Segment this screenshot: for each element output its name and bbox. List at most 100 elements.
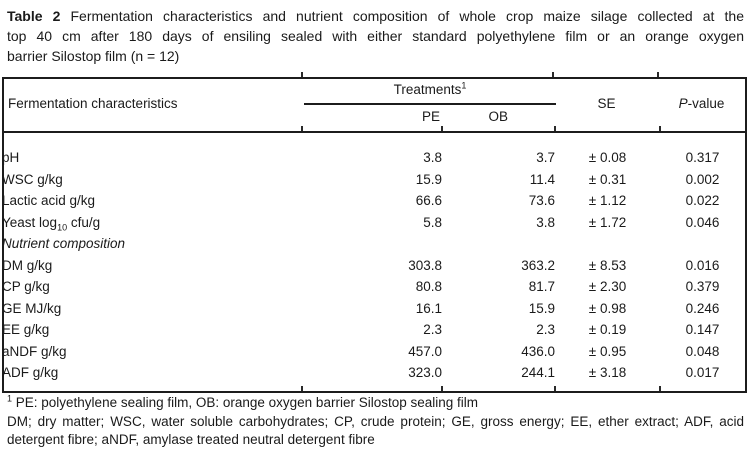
header-p-italic: P (678, 96, 688, 111)
column-tick (657, 72, 659, 77)
cell-pe: 16.1 (415, 300, 442, 316)
header-treatments-label: Treatments (393, 82, 462, 97)
row-label: ADF g/kg (2, 365, 59, 381)
cell-p: 0.017 (685, 365, 720, 381)
cell-p: 0.022 (685, 193, 720, 209)
section-label: Nutrient composition (2, 236, 126, 252)
cell-p: 0.046 (685, 214, 720, 230)
caption-line-1: Table 2 Fermentation characteristics and… (7, 6, 744, 26)
column-tick (659, 386, 661, 391)
row-label-text: Yeast log (2, 214, 58, 230)
cell-p: 0.379 (685, 279, 720, 295)
header-treatments-footnote-mark: 1 (461, 80, 467, 91)
table-row-wsc: WSC g/kg 15.9 11.4 ± 0.31 0.002 (2, 169, 745, 191)
table-footnotes: 1 PE: polyethylene sealing film, OB: ora… (7, 394, 744, 450)
cell-pe: 323.0 (408, 365, 442, 381)
header-fermentation-characteristics: Fermentation characteristics (8, 96, 178, 111)
column-tick (441, 126, 443, 131)
cell-se: ± 0.19 (588, 322, 627, 338)
row-label-suffix: cfu/g (67, 214, 101, 230)
cell-se: ± 0.08 (588, 150, 627, 166)
cell-ob: 2.3 (536, 322, 555, 338)
header-pe: PE (421, 109, 440, 124)
treatments-spanner-rule (304, 103, 556, 105)
row-label: pH (2, 150, 20, 166)
cell-pe: 2.3 (423, 322, 442, 338)
column-tick (301, 126, 303, 131)
cell-pe: 80.8 (415, 279, 442, 295)
caption-table-number: Table 2 (7, 8, 61, 24)
cell-ob: 3.7 (536, 150, 555, 166)
table-row-dm: DM g/kg 303.8 363.2 ± 8.53 0.016 (2, 255, 745, 277)
data-table: pH 3.8 3.7 ± 0.08 0.317 WSC g/kg 15.9 11… (2, 147, 745, 384)
table-row-andf: aNDF g/kg 457.0 436.0 ± 0.95 0.048 (2, 341, 745, 363)
cell-pe: 457.0 (408, 343, 442, 359)
footnote-2-line-2: detergent fibre; aNDF, amylase treated n… (7, 432, 375, 447)
table-caption: Table 2 Fermentation characteristics and… (7, 6, 744, 66)
cell-pe: 3.8 (423, 150, 442, 166)
row-label-subscript: 10 (57, 222, 68, 233)
row-label: aNDF g/kg (2, 343, 67, 359)
cell-p: 0.246 (685, 300, 720, 316)
cell-ob: 363.2 (521, 257, 555, 273)
cell-p: 0.002 (685, 171, 720, 187)
row-label: Yeast log10 cfu/g (2, 212, 302, 234)
row-label: Lactic acid g/kg (2, 193, 96, 209)
cell-pe: 5.8 (423, 214, 442, 230)
column-tick (659, 126, 661, 131)
cell-ob: 3.8 (536, 214, 555, 230)
column-tick (301, 386, 303, 391)
cell-ob: 81.7 (528, 279, 555, 295)
cell-se: ± 0.31 (588, 171, 627, 187)
cell-se: ± 1.12 (588, 193, 627, 209)
row-label: EE g/kg (2, 322, 50, 338)
cell-ob: 11.4 (529, 171, 555, 187)
footnote-1-text: PE: polyethylene sealing film, OB: orang… (12, 395, 479, 410)
cell-se: ± 0.98 (588, 300, 627, 316)
cell-ob: 73.6 (528, 193, 555, 209)
cell-se: ± 3.18 (588, 365, 627, 381)
column-tick (554, 386, 556, 391)
cell-p: 0.317 (685, 150, 720, 166)
table-row-ge: GE MJ/kg 16.1 15.9 ± 0.98 0.246 (2, 298, 745, 320)
table-header-rule (2, 131, 747, 133)
section-row-nutrient-composition: Nutrient composition (2, 233, 745, 255)
table-row-ee: EE g/kg 2.3 2.3 ± 0.19 0.147 (2, 319, 745, 341)
header-p-value: P-value (658, 96, 745, 111)
cell-ob: 244.1 (521, 365, 555, 381)
table-left-border (2, 77, 4, 393)
row-label: WSC g/kg (2, 171, 63, 187)
cell-p: 0.048 (685, 343, 720, 359)
header-p-rest: -value (687, 96, 725, 111)
footnote-2-line-1: DM; dry matter; WSC, water soluble carbo… (7, 413, 744, 429)
cell-se: ± 8.53 (588, 257, 627, 273)
cell-ob: 436.0 (521, 343, 555, 359)
column-tick (441, 386, 443, 391)
table-row-yeast: Yeast log10 cfu/g 5.8 3.8 ± 1.72 0.046 (2, 212, 745, 234)
cell-se: ± 2.30 (588, 279, 627, 295)
cell-pe: 303.8 (408, 257, 442, 273)
table-row-adf: ADF g/kg 323.0 244.1 ± 3.18 0.017 (2, 362, 745, 384)
header-ob: OB (488, 109, 508, 124)
header-se: SE (597, 96, 616, 111)
table-row-ph: pH 3.8 3.7 ± 0.08 0.317 (2, 147, 745, 169)
column-tick (301, 72, 303, 77)
table-row-lactic-acid: Lactic acid g/kg 66.6 73.6 ± 1.12 0.022 (2, 190, 745, 212)
row-label: CP g/kg (2, 279, 50, 295)
column-tick (554, 126, 556, 131)
row-label: GE MJ/kg (2, 300, 62, 316)
caption-line-3: barrier Silostop film (n = 12) (7, 48, 180, 64)
table-row-cp: CP g/kg 80.8 81.7 ± 2.30 0.379 (2, 276, 745, 298)
cell-ob: 15.9 (528, 300, 555, 316)
cell-se: ± 0.95 (588, 343, 627, 359)
footnote-1: 1 PE: polyethylene sealing film, OB: ora… (7, 394, 744, 413)
cell-pe: 15.9 (415, 171, 442, 187)
caption-text-1: Fermentation characteristics and nutrien… (60, 8, 744, 24)
caption-line-2: top 40 cm after 180 days of ensiling sea… (7, 28, 744, 44)
header-treatments: Treatments1 (304, 80, 556, 97)
table-bottom-rule (2, 391, 747, 393)
row-label: DM g/kg (2, 257, 53, 273)
column-tick (552, 72, 554, 77)
table-right-border (745, 77, 747, 393)
